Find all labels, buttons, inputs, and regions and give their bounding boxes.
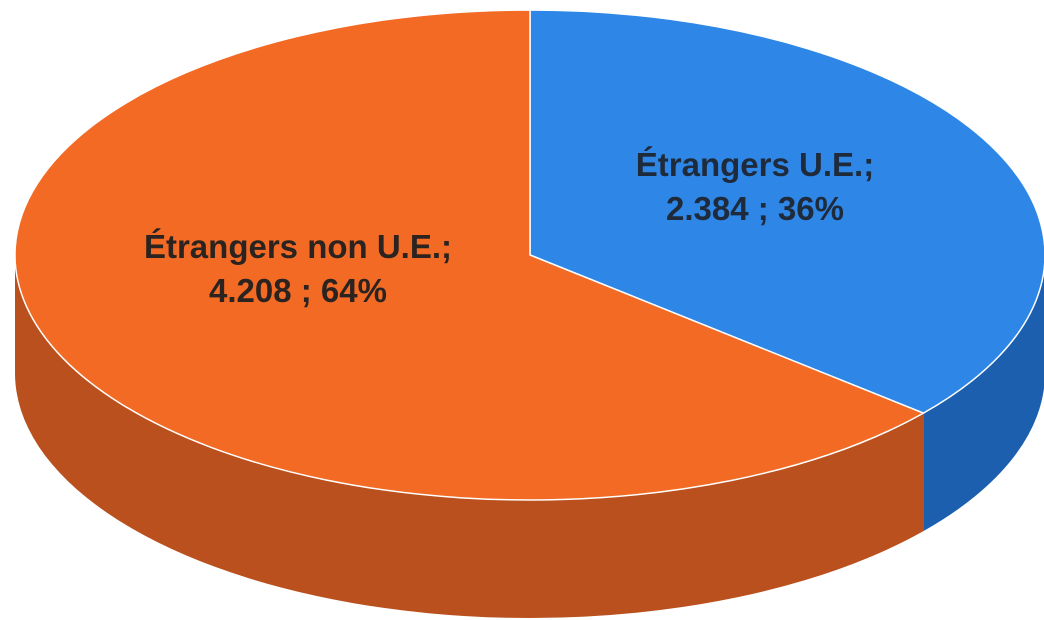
pie-side-e-trangers-non-u-e xyxy=(15,255,924,618)
pie-sides xyxy=(15,255,1044,618)
data-label-value-e-trangers-u-e: 2.384 ; 36% xyxy=(666,190,844,227)
data-label-e-trangers-u-e: Étrangers U.E.; 2.384 ; 36% xyxy=(636,146,874,227)
pie-tops xyxy=(14,9,1044,501)
pie-labels: Étrangers U.E.; 2.384 ; 36% Étrangers non … xyxy=(144,146,874,309)
pie-slice-e-trangers-u-e xyxy=(529,9,1044,414)
data-label-e-trangers-non-u-e: Étrangers non U.E.; 4.208 ; 64% xyxy=(144,228,452,309)
data-label-name-e-trangers-u-e: Étrangers U.E.; xyxy=(636,146,874,183)
pie-side-e-trangers-u-e xyxy=(923,269,1044,532)
data-label-name-e-trangers-non-u-e: Étrangers non U.E.; xyxy=(144,228,452,265)
pie-slice-e-trangers-non-u-e xyxy=(14,9,926,501)
data-label-value-e-trangers-non-u-e: 4.208 ; 64% xyxy=(209,272,387,309)
